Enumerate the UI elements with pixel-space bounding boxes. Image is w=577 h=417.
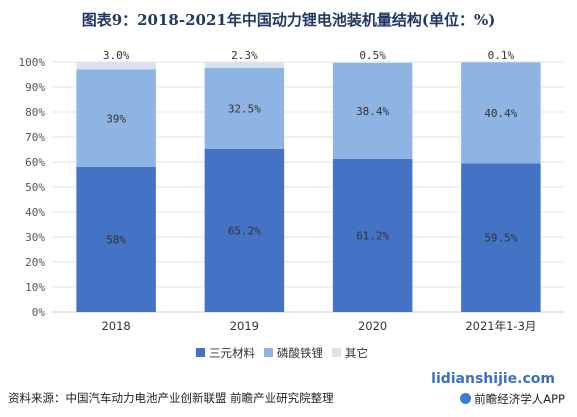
legend-label: 三元材料 (209, 346, 255, 360)
y-tick-label: 90% (25, 81, 45, 94)
bar-segment (76, 69, 156, 167)
data-label: 32.5% (228, 102, 261, 115)
data-label: 39% (106, 112, 126, 125)
bar-segment (204, 149, 285, 312)
bar-segment (204, 67, 285, 149)
legend-swatch (196, 348, 205, 357)
x-tick-label: 2020 (358, 319, 387, 333)
y-tick-label: 20% (25, 256, 45, 269)
source-note: 资料来源：中国汽车动力电池产业创新联盟 前瞻产业研究院整理 (8, 391, 334, 405)
y-tick-label: 80% (25, 106, 45, 119)
data-label: 3.0% (103, 49, 130, 62)
data-label: 58% (106, 234, 126, 247)
y-tick-label: 30% (25, 231, 45, 244)
data-label: 40.4% (484, 107, 517, 120)
bar-segment (332, 61, 413, 63)
x-tick-label: 2019 (230, 319, 259, 333)
x-tick-label: 2021年1-3月 (465, 319, 536, 333)
bar-segment (461, 62, 541, 164)
chart-title: 图表9：2018-2021年中国动力锂电池装机量结构(单位：%) (81, 11, 496, 29)
data-label: 65.2% (228, 225, 261, 238)
bar-segment (76, 62, 156, 70)
y-tick-label: 70% (25, 131, 45, 144)
bar-segment (76, 167, 156, 312)
y-tick-label: 50% (25, 181, 45, 194)
legend-swatch (332, 348, 341, 357)
brand-app-label: 前瞻经济学人APP (474, 392, 565, 406)
y-tick-label: 10% (25, 281, 45, 294)
y-tick-label: 40% (25, 206, 45, 219)
data-label: 61.2% (356, 230, 389, 243)
legend-swatch (264, 348, 273, 357)
bar-segment (332, 63, 413, 159)
y-tick-label: 100% (19, 56, 46, 69)
brand-url[interactable]: lidianshijie.com (431, 371, 555, 387)
data-label: 38.4% (356, 105, 389, 118)
y-tick-label: 0% (32, 306, 46, 319)
data-label: 0.1% (488, 49, 515, 62)
bar-segment (332, 159, 413, 312)
bar-segment (461, 163, 541, 312)
legend-label: 其它 (345, 346, 368, 360)
y-tick-label: 60% (25, 156, 45, 169)
x-tick-label: 2018 (101, 319, 130, 333)
data-label: 0.5% (359, 49, 386, 62)
data-label: 59.5% (484, 232, 517, 245)
brand-logo-icon (460, 393, 472, 404)
bar-segment (204, 62, 285, 68)
legend-label: 磷酸铁锂 (277, 346, 323, 360)
data-label: 2.3% (231, 49, 258, 62)
brand-app: 前瞻经济学人APP (460, 391, 565, 407)
